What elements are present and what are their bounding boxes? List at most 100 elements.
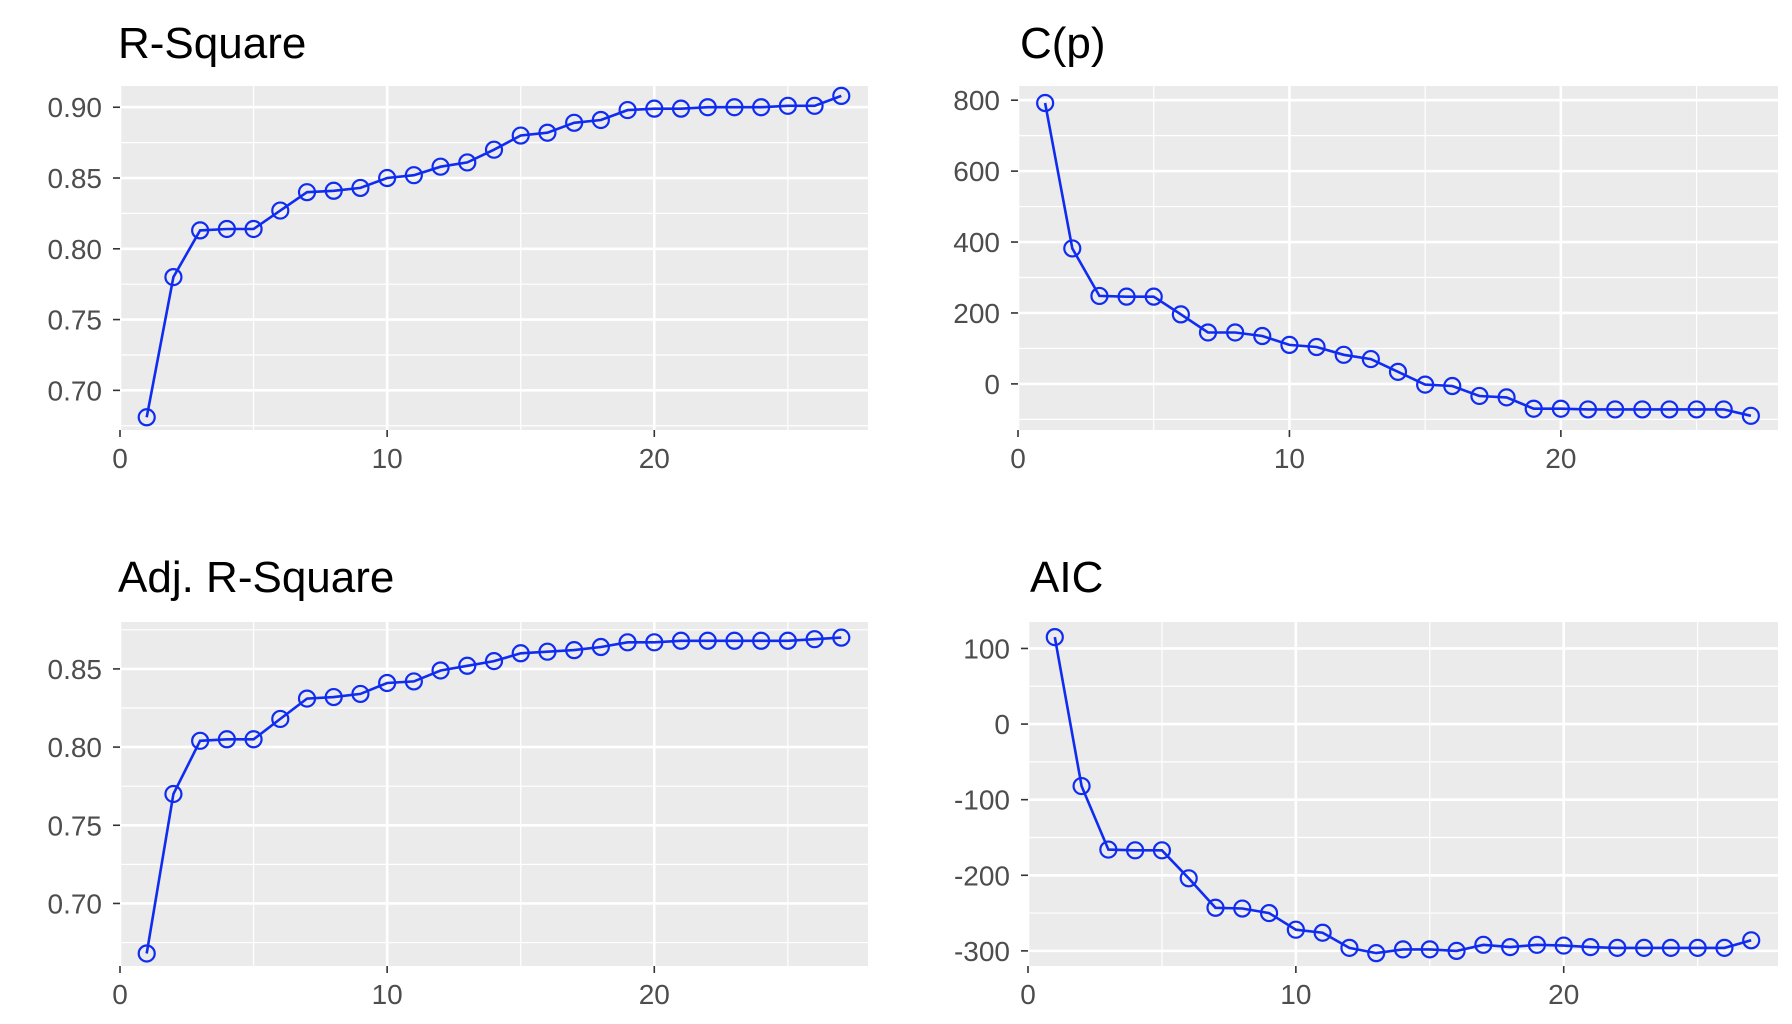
data-point <box>1527 935 1547 954</box>
panel-r-square: 0 10 20 0.70 0.75 0.80 0.85 0.90 R-Square <box>48 19 868 474</box>
data-point <box>1179 869 1198 888</box>
data-point <box>1259 903 1279 923</box>
data-point <box>1036 93 1055 113</box>
y-tick-label: 200 <box>953 298 1000 329</box>
data-point <box>1361 349 1380 369</box>
x-tick-label: 20 <box>1548 979 1579 1010</box>
x-tick-label: 0 <box>1010 443 1026 474</box>
data-point <box>591 110 610 130</box>
x-tick-label: 0 <box>1020 979 1036 1010</box>
data-point <box>1226 323 1245 342</box>
y-tick-label: -300 <box>954 936 1010 967</box>
data-point <box>645 99 664 118</box>
data-point <box>1090 286 1109 306</box>
data-point <box>725 98 744 117</box>
y-tick-label: 0.85 <box>48 163 103 194</box>
y-tick-label: 800 <box>953 85 1000 116</box>
x-tick-label: 20 <box>639 979 670 1010</box>
data-point <box>351 684 370 704</box>
data-point <box>1307 337 1326 357</box>
data-point <box>271 709 290 729</box>
data-point <box>1741 406 1760 425</box>
x-tick-label: 10 <box>372 979 403 1010</box>
data-point <box>1474 935 1493 954</box>
data-point <box>1634 938 1654 957</box>
data-point <box>404 672 423 691</box>
data-point <box>1742 931 1761 950</box>
data-point <box>752 98 771 117</box>
data-point <box>778 631 797 650</box>
data-point <box>1688 938 1707 957</box>
data-point <box>1443 376 1462 396</box>
x-tick-label: 0 <box>112 979 128 1010</box>
data-point <box>1334 345 1353 364</box>
data-point <box>1171 305 1190 324</box>
data-point <box>297 689 317 708</box>
data-point <box>1340 938 1359 957</box>
data-point <box>538 123 557 142</box>
data-point <box>1581 937 1600 957</box>
plot-background <box>120 622 868 966</box>
data-point <box>458 153 477 172</box>
data-point <box>1447 941 1466 960</box>
data-point <box>671 631 691 650</box>
data-point <box>511 126 530 145</box>
x-tick-label: 10 <box>1274 443 1305 474</box>
y-tick-label: 0 <box>984 369 1000 400</box>
chart-title: AIC <box>1030 553 1103 602</box>
data-point <box>805 630 824 649</box>
data-point <box>458 656 477 675</box>
y-tick-label: 100 <box>963 633 1010 664</box>
data-point <box>538 642 557 661</box>
data-point <box>1578 400 1598 419</box>
data-point <box>1660 400 1679 419</box>
data-point <box>137 408 156 427</box>
x-tick-label: 0 <box>112 443 128 474</box>
data-point <box>164 268 183 287</box>
y-tick-label: 600 <box>953 156 1000 187</box>
data-point <box>1126 841 1145 860</box>
data-point <box>1099 840 1118 859</box>
data-point <box>1367 944 1386 963</box>
chart-title: Adj. R-Square <box>118 553 394 602</box>
data-point <box>217 219 236 239</box>
y-tick-label: 0.70 <box>48 375 103 406</box>
y-tick-label: -200 <box>954 860 1010 891</box>
data-point <box>1206 898 1225 917</box>
y-tick-label: -100 <box>954 785 1010 816</box>
data-point <box>164 784 183 804</box>
data-point <box>832 86 851 106</box>
data-point <box>832 628 851 647</box>
data-point <box>1045 628 1064 647</box>
y-tick-label: 0.75 <box>48 305 103 336</box>
data-point <box>1606 400 1625 419</box>
data-point <box>137 944 156 963</box>
y-tick-label: 0.90 <box>48 92 103 123</box>
data-point <box>1388 362 1408 381</box>
data-point <box>378 673 397 693</box>
x-tick-label: 10 <box>372 443 403 474</box>
y-tick-label: 0 <box>994 709 1010 740</box>
data-point <box>1416 375 1435 394</box>
x-tick-label: 10 <box>1280 979 1311 1010</box>
data-point <box>565 113 584 132</box>
plot-background <box>120 86 868 430</box>
data-point <box>618 100 637 120</box>
data-point <box>191 731 210 750</box>
chart-title: R-Square <box>118 19 306 68</box>
data-point <box>297 183 317 202</box>
data-point <box>1152 841 1172 860</box>
data-point <box>1608 938 1627 957</box>
data-point <box>1714 400 1733 419</box>
chart-title: C(p) <box>1020 19 1106 68</box>
data-point <box>351 178 370 198</box>
data-point <box>1280 335 1299 354</box>
data-point <box>778 96 797 115</box>
data-point <box>217 730 236 749</box>
data-point <box>1687 400 1706 419</box>
data-point <box>324 181 343 200</box>
data-point <box>1497 388 1516 407</box>
panel-adj-r-square: 0 10 20 0.70 0.75 0.80 0.85 Adj. R-Square <box>48 553 868 1010</box>
